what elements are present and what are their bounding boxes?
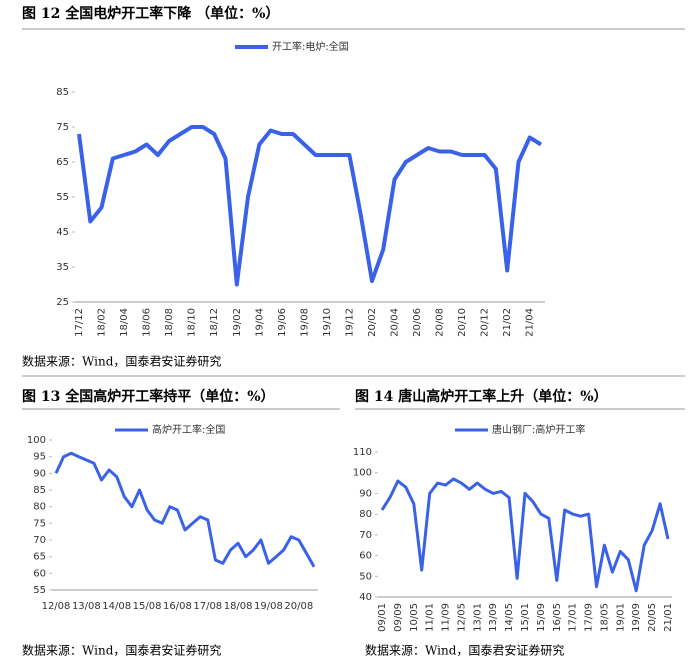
x-tick-label: 19/06 bbox=[277, 308, 288, 337]
y-tick-label: 60 bbox=[359, 551, 372, 562]
x-tick-label: 19/08 bbox=[299, 308, 310, 337]
y-tick-label: 55 bbox=[56, 192, 69, 203]
x-tick-label: 18/12 bbox=[209, 308, 220, 337]
y-tick-label: 100 bbox=[27, 435, 46, 446]
x-tick-label: 12/05 bbox=[456, 603, 467, 632]
x-tick-label: 16/05 bbox=[552, 603, 563, 632]
legend-label: 高炉开工率:全国 bbox=[152, 423, 225, 436]
x-tick-label: 18/08 bbox=[224, 601, 253, 612]
x-tick-label: 12/08 bbox=[42, 601, 71, 612]
y-tick-label: 40 bbox=[359, 592, 372, 603]
y-tick-label: 35 bbox=[56, 262, 69, 273]
x-tick-label: 17/09 bbox=[584, 603, 595, 632]
legend-label: 唐山钢厂:高炉开工率 bbox=[492, 423, 585, 436]
x-tick-label: 18/06 bbox=[142, 308, 153, 337]
x-tick-label: 20/10 bbox=[457, 308, 468, 337]
x-tick-label: 20/12 bbox=[480, 308, 491, 337]
x-tick-label: 17/12 bbox=[74, 308, 85, 337]
x-tick-label: 11/01 bbox=[425, 603, 436, 632]
x-tick-label: 20/06 bbox=[412, 308, 423, 337]
x-tick-label: 14/05 bbox=[504, 603, 515, 632]
x-tick-label: 18/10 bbox=[187, 308, 198, 337]
x-tick-label: 20/02 bbox=[367, 308, 378, 337]
x-tick-label: 20/04 bbox=[390, 308, 401, 337]
x-tick-label: 19/12 bbox=[344, 308, 355, 337]
x-tick-label: 21/01 bbox=[663, 603, 674, 632]
y-tick-label: 70 bbox=[33, 535, 46, 546]
y-tick-label: 65 bbox=[56, 157, 69, 168]
x-tick-label: 13/01 bbox=[472, 603, 483, 632]
series-line bbox=[77, 125, 543, 287]
x-tick-label: 19/09 bbox=[631, 603, 642, 632]
x-tick-label: 20/08 bbox=[435, 308, 446, 337]
x-tick-label: 18/05 bbox=[599, 603, 610, 632]
y-tick-label: 50 bbox=[359, 571, 372, 582]
x-tick-label: 19/10 bbox=[322, 308, 333, 337]
x-tick-label: 15/01 bbox=[520, 603, 531, 632]
y-tick-label: 75 bbox=[56, 122, 69, 133]
legend-label: 开工率:电炉:全国 bbox=[272, 40, 349, 53]
series-line bbox=[54, 451, 316, 568]
figure-source: 数据来源：Wind，国泰君安证券研究 bbox=[22, 354, 221, 369]
x-tick-label: 09/01 bbox=[377, 603, 388, 632]
y-tick-label: 80 bbox=[33, 502, 46, 513]
figure-source: 数据来源：Wind，国泰君安证券研究 bbox=[365, 643, 564, 658]
x-tick-label: 19/02 bbox=[232, 308, 243, 337]
x-tick-label: 21/04 bbox=[525, 308, 536, 337]
x-tick-label: 19/04 bbox=[254, 308, 265, 337]
x-tick-label: 21/02 bbox=[502, 308, 513, 337]
y-tick-label: 90 bbox=[359, 488, 372, 499]
figure-source: 数据来源：Wind，国泰君安证券研究 bbox=[22, 643, 221, 658]
x-tick-label: 15/09 bbox=[536, 603, 547, 632]
x-tick-label: 15/08 bbox=[133, 601, 162, 612]
y-tick-label: 75 bbox=[33, 518, 46, 529]
x-tick-label: 13/09 bbox=[488, 603, 499, 632]
y-tick-label: 90 bbox=[33, 468, 46, 479]
x-tick-label: 18/08 bbox=[164, 308, 175, 337]
y-tick-label: 70 bbox=[359, 530, 372, 541]
y-tick-label: 100 bbox=[353, 468, 372, 479]
x-tick-label: 19/08 bbox=[254, 601, 283, 612]
x-tick-label: 17/08 bbox=[193, 601, 222, 612]
x-tick-label: 20/05 bbox=[647, 603, 658, 632]
x-tick-label: 18/04 bbox=[119, 308, 130, 337]
x-tick-label: 14/08 bbox=[102, 601, 131, 612]
y-tick-label: 45 bbox=[56, 227, 69, 238]
x-tick-label: 16/08 bbox=[163, 601, 192, 612]
y-tick-label: 85 bbox=[56, 87, 69, 98]
figure-title: 图 13 全国高炉开工率持平（单位：%） bbox=[22, 388, 275, 405]
y-tick-label: 60 bbox=[33, 568, 46, 579]
x-tick-label: 09/09 bbox=[393, 603, 404, 632]
figure-title: 图 12 全国电炉开工率下降 （单位：%） bbox=[22, 5, 279, 22]
y-tick-label: 80 bbox=[359, 509, 372, 520]
x-tick-label: 13/08 bbox=[72, 601, 101, 612]
x-tick-label: 18/02 bbox=[97, 308, 108, 337]
figure-title: 图 14 唐山高炉开工率上升（单位：%） bbox=[355, 388, 608, 405]
y-tick-label: 25 bbox=[56, 297, 69, 308]
y-tick-label: 55 bbox=[33, 585, 46, 596]
y-tick-label: 95 bbox=[33, 452, 46, 463]
x-tick-label: 20/08 bbox=[284, 601, 313, 612]
y-tick-label: 110 bbox=[353, 447, 372, 458]
x-tick-label: 10/05 bbox=[409, 603, 420, 632]
y-tick-label: 85 bbox=[33, 485, 46, 496]
x-tick-label: 11/09 bbox=[441, 603, 452, 632]
y-tick-label: 65 bbox=[33, 552, 46, 563]
x-tick-label: 19/01 bbox=[615, 603, 626, 632]
x-tick-label: 17/01 bbox=[568, 603, 579, 632]
series-line bbox=[380, 477, 670, 593]
